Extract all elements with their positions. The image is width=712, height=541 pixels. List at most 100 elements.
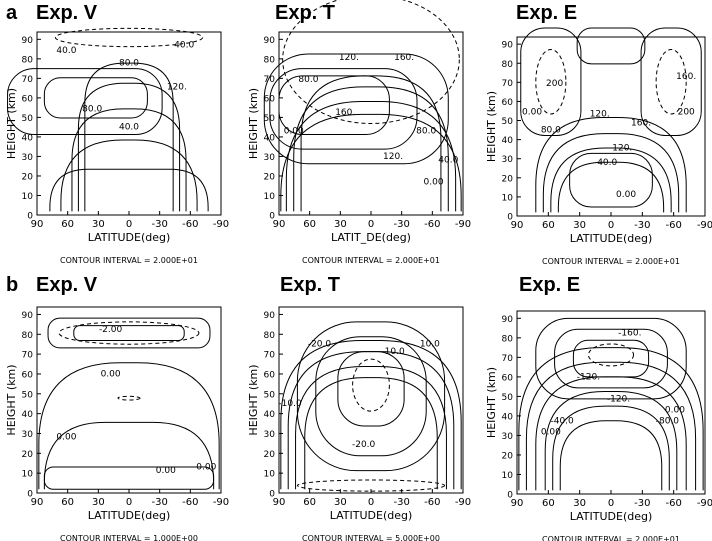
contour-line xyxy=(557,161,665,213)
x-tick-label: 60 xyxy=(61,497,74,508)
x-axis-label: LATIT_DE(deg) xyxy=(331,231,411,244)
panel-0: Exp. V 40.0 40.0 80.0 120. 80.0 40.0 90 60 30 0 -30… xyxy=(5,2,229,265)
contour-label: 80.0 xyxy=(298,75,318,85)
y-axis-label: HEIGHT (km) xyxy=(247,88,260,159)
contour-label: 120. xyxy=(590,109,610,119)
y-tick-label: 50 xyxy=(22,390,34,400)
x-tick-label: 90 xyxy=(31,219,44,230)
contour-label: 0.00 xyxy=(56,433,76,443)
panel-3: Exp. V -2.00 0.00 0.00 0.00 0.00 90 60 30 0 -30 -60… xyxy=(5,274,229,541)
x-tick-label: 0 xyxy=(368,497,374,508)
contour-label: 0.00 xyxy=(156,466,176,476)
contour-label: 160. xyxy=(394,53,414,63)
y-tick-label: 80 xyxy=(22,55,34,65)
row-label-a: a xyxy=(6,2,18,24)
y-tick-label: 90 xyxy=(264,36,276,46)
contour-label: -20.0 xyxy=(308,340,332,350)
contour-label: 80.0 xyxy=(541,126,561,136)
y-tick-label: 80 xyxy=(264,331,276,341)
y-tick-label: 20 xyxy=(22,172,34,182)
contour-label: 0.00 xyxy=(101,369,121,379)
panel-2: Exp. E200120.160.80.00.00160.120.40.00.0… xyxy=(485,2,712,266)
contour-label: 80.0 xyxy=(82,104,102,114)
y-tick-label: 70 xyxy=(22,75,34,85)
y-tick-label: 0 xyxy=(507,213,513,223)
x-tick-label: 0 xyxy=(608,498,614,509)
contour-label: 200 xyxy=(546,79,563,89)
contour-label: 160. xyxy=(676,72,696,82)
contour-label: 0.00 xyxy=(284,126,304,136)
y-tick-label: 70 xyxy=(22,351,34,361)
y-tick-label: 50 xyxy=(22,114,34,124)
y-axis-label: HEIGHT (km) xyxy=(5,364,18,435)
x-tick-label: 30 xyxy=(92,219,105,230)
contour-line xyxy=(518,347,704,491)
contour-label: -120. xyxy=(607,394,630,404)
contour-line xyxy=(315,336,427,457)
contour-lines xyxy=(520,27,702,213)
y-tick-label: 80 xyxy=(502,334,514,344)
y-tick-label: 60 xyxy=(502,98,514,108)
x-tick-label: 0 xyxy=(608,220,614,231)
y-tick-label: 30 xyxy=(22,430,34,440)
x-tick-label: 60 xyxy=(61,219,74,230)
x-tick-label: 60 xyxy=(303,497,316,508)
contour-label: 40.0 xyxy=(174,40,194,50)
contour-line xyxy=(559,420,663,491)
x-tick-label: 30 xyxy=(92,497,105,508)
y-tick-label: 90 xyxy=(22,36,34,46)
y-tick-label: 20 xyxy=(22,450,34,460)
contour-line xyxy=(542,133,680,213)
x-tick-label: 60 xyxy=(542,220,555,231)
contour-label: 80.0 xyxy=(416,126,436,136)
contour-line xyxy=(287,351,455,490)
y-tick-label: 90 xyxy=(502,315,514,325)
y-tick-label: 70 xyxy=(502,79,514,89)
y-tick-label: 20 xyxy=(502,174,514,184)
contour-label: -80.0 xyxy=(656,416,680,426)
y-tick-label: 70 xyxy=(502,354,514,364)
contour-line-dashed xyxy=(54,27,204,48)
contour-label: -20.0 xyxy=(352,440,376,450)
contour-line xyxy=(535,317,687,400)
contour-label: -160. xyxy=(618,328,641,338)
contour-line-dashed xyxy=(352,358,390,412)
y-tick-label: 20 xyxy=(502,451,514,461)
contour-line xyxy=(304,377,438,490)
contour-interval-caption: CONTOUR INTERVAL = 5.000E+00 xyxy=(302,534,440,541)
x-axis-label: LATITUDE(deg) xyxy=(570,510,653,523)
x-tick-label: 90 xyxy=(511,220,524,231)
x-tick-label: 60 xyxy=(542,498,555,509)
y-tick-label: 50 xyxy=(502,393,514,403)
y-tick-label: 50 xyxy=(264,114,276,124)
contour-line-dashed xyxy=(655,49,687,115)
contour-line xyxy=(43,466,215,490)
contour-label: 10.0 xyxy=(420,340,440,350)
y-tick-label: 10 xyxy=(264,470,276,480)
contour-label: 120. xyxy=(339,53,359,63)
contour-line xyxy=(544,391,678,491)
contour-interval-caption: CONTOUR INTERVAL = 2.000E+01 xyxy=(60,256,198,265)
x-tick-label: -30 xyxy=(634,220,650,231)
contour-label: 0.00 xyxy=(665,405,685,415)
x-tick-label: 30 xyxy=(573,498,586,509)
x-tick-label: -90 xyxy=(455,219,471,230)
x-tick-label: -90 xyxy=(697,498,712,509)
contour-line xyxy=(569,152,653,208)
y-tick-label: 10 xyxy=(22,470,34,480)
x-tick-label: -90 xyxy=(213,219,229,230)
y-tick-label: 50 xyxy=(502,117,514,127)
contour-line xyxy=(640,27,702,136)
contour-line xyxy=(43,421,215,490)
contour-label: -10.0 xyxy=(278,399,302,409)
contour-label: 40.0 xyxy=(597,158,617,168)
contour-label: 120. xyxy=(612,143,632,153)
contour-label: 0.00 xyxy=(424,178,444,188)
y-tick-label: 60 xyxy=(22,94,34,104)
y-tick-label: 90 xyxy=(22,311,34,321)
contour-line xyxy=(263,53,449,165)
y-tick-label: 20 xyxy=(264,172,276,182)
y-tick-label: 80 xyxy=(502,60,514,70)
x-axis-label: LATITUDE(deg) xyxy=(88,231,171,244)
contour-line-dashed xyxy=(282,0,460,124)
